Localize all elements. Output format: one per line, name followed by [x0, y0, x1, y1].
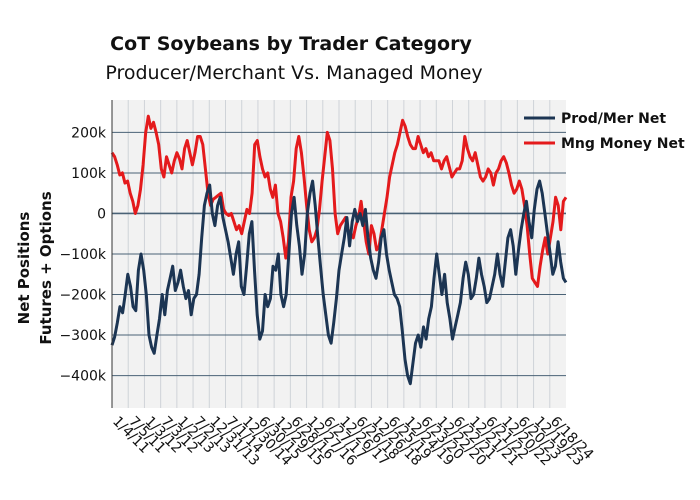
y-axis-title-line2: Futures + Options: [37, 191, 55, 344]
y-tick-label: 100k: [71, 166, 107, 182]
chart-title: CoT Soybeans by Trader Category: [110, 33, 472, 55]
series-line-mng-money: [110, 114, 568, 288]
series-line-prod-mer: [110, 179, 568, 386]
y-tick-label: −300k: [59, 328, 106, 344]
chart-subtitle: Producer/Merchant Vs. Managed Money: [105, 62, 482, 84]
series-layer: [110, 114, 568, 386]
y-tick-label: −200k: [59, 288, 106, 304]
y-axis-title-line1: Net Positions: [15, 212, 33, 325]
y-tick-label: −100k: [59, 247, 106, 263]
y-tick-label: −400k: [59, 369, 106, 385]
y-tick-label: 0: [97, 206, 106, 222]
legend-label-prod-mer: Prod/Mer Net: [561, 111, 666, 127]
legend-label-mng-money: Mng Money Net: [561, 136, 685, 152]
y-axis-title: Net Positions Futures + Options: [15, 191, 55, 344]
y-tick-label: 200k: [71, 125, 107, 141]
legend: Prod/Mer Net Mng Money Net: [524, 111, 685, 152]
